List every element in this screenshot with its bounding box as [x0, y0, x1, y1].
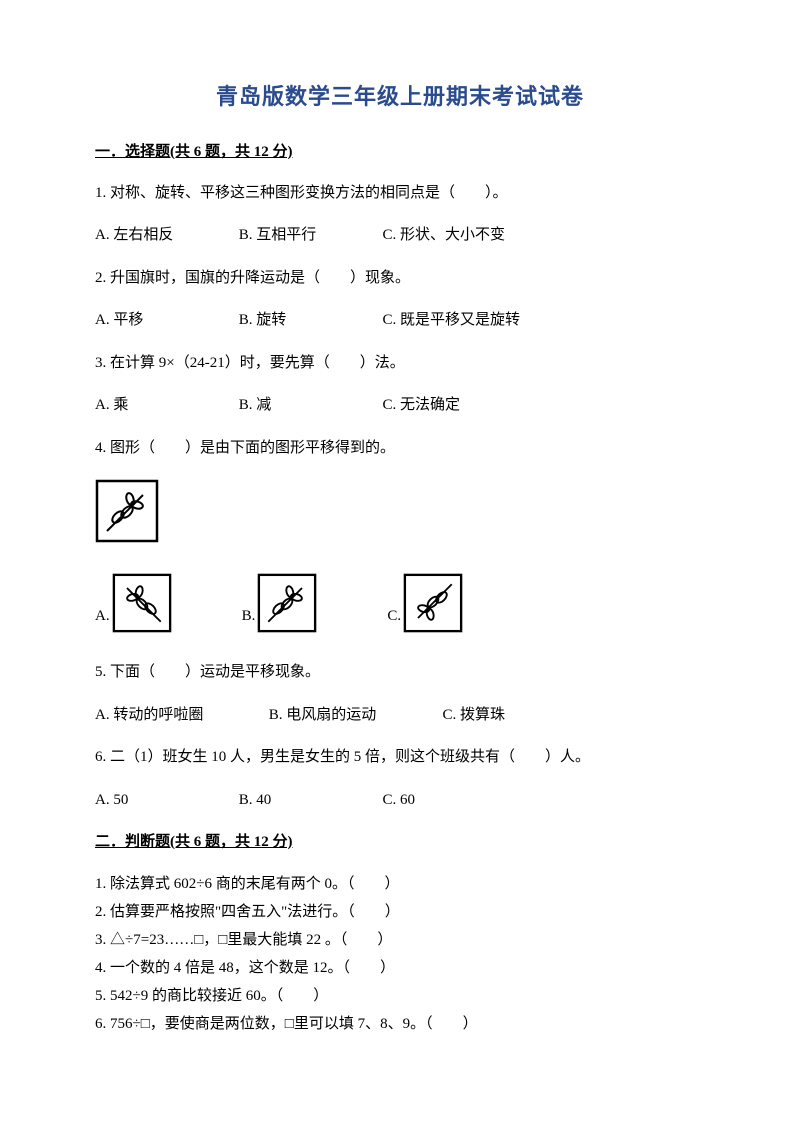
- q4-option-b-label: B.: [242, 605, 256, 628]
- j6: 6. 756÷□，要使商是两位数，□里可以填 7、8、9。（ ）: [95, 1012, 705, 1036]
- q4-reference-figure: [95, 479, 705, 543]
- q2-text: 2. 升国旗时，国旗的升降运动是（ ）现象。: [95, 267, 705, 290]
- q6-option-c: C. 60: [383, 789, 416, 812]
- q2-option-a: A. 平移: [95, 309, 235, 332]
- q5-text: 5. 下面（ ）运动是平移现象。: [95, 661, 705, 684]
- j3: 3. △÷7=23……□，□里最大能填 22 。（ ）: [95, 928, 705, 952]
- page-title: 青岛版数学三年级上册期末考试试卷: [95, 80, 705, 113]
- q4-text: 4. 图形（ ）是由下面的图形平移得到的。: [95, 437, 705, 460]
- q3-option-b: B. 减: [239, 394, 379, 417]
- leaf-figure-reference: [95, 479, 159, 543]
- q5-options: A. 转动的呼啦圈 B. 电风扇的运动 C. 拨算珠: [95, 704, 705, 727]
- q3-option-a: A. 乘: [95, 394, 235, 417]
- q4-figure-option-b: B.: [242, 573, 318, 633]
- q4-option-c-label: C.: [387, 605, 401, 628]
- q2-options: A. 平移 B. 旋转 C. 既是平移又是旋转: [95, 309, 705, 332]
- leaf-figure-b: [257, 573, 317, 633]
- q1-option-c: C. 形状、大小不变: [383, 224, 506, 247]
- q3-text: 3. 在计算 9×（24-21）时，要先算（ ）法。: [95, 352, 705, 375]
- q2-option-b: B. 旋转: [239, 309, 379, 332]
- q2-option-c: C. 既是平移又是旋转: [383, 309, 521, 332]
- leaf-figure-c: [403, 573, 463, 633]
- section-1-header-text: 一．选择题(共 6 题，共 12 分): [95, 144, 293, 160]
- q6-options: A. 50 B. 40 C. 60: [95, 789, 705, 812]
- q6-option-b: B. 40: [239, 789, 379, 812]
- q5-option-b: B. 电风扇的运动: [269, 704, 439, 727]
- j2: 2. 估算要严格按照"四舍五入"法进行。（ ）: [95, 900, 705, 924]
- q4-figure-option-c: C.: [387, 573, 463, 633]
- leaf-figure-a: [112, 573, 172, 633]
- q6-text: 6. 二（1）班女生 10 人，男生是女生的 5 倍，则这个班级共有（ ）人。: [95, 746, 705, 769]
- section-2-header: 二．判断题(共 6 题，共 12 分): [95, 831, 705, 854]
- q1-option-a: A. 左右相反: [95, 224, 235, 247]
- q4-option-figures: A. B. C.: [95, 573, 705, 633]
- j1: 1. 除法算式 602÷6 商的末尾有两个 0。（ ）: [95, 872, 705, 896]
- section-1-header: 一．选择题(共 6 题，共 12 分): [95, 141, 705, 164]
- q5-option-a: A. 转动的呼啦圈: [95, 704, 265, 727]
- j5: 5. 542÷9 的商比较接近 60。（ ）: [95, 984, 705, 1008]
- j4: 4. 一个数的 4 倍是 48，这个数是 12。（ ）: [95, 956, 705, 980]
- q3-options: A. 乘 B. 减 C. 无法确定: [95, 394, 705, 417]
- q4-option-a-label: A.: [95, 605, 110, 628]
- section-2-header-text: 二．判断题(共 6 题，共 12 分): [95, 834, 293, 850]
- q3-option-c: C. 无法确定: [383, 394, 461, 417]
- q1-option-b: B. 互相平行: [239, 224, 379, 247]
- q1-options: A. 左右相反 B. 互相平行 C. 形状、大小不变: [95, 224, 705, 247]
- q6-option-a: A. 50: [95, 789, 235, 812]
- q1-text: 1. 对称、旋转、平移这三种图形变换方法的相同点是（ ）。: [95, 182, 705, 205]
- q5-option-c: C. 拨算珠: [443, 704, 506, 727]
- q4-figure-option-a: A.: [95, 573, 172, 633]
